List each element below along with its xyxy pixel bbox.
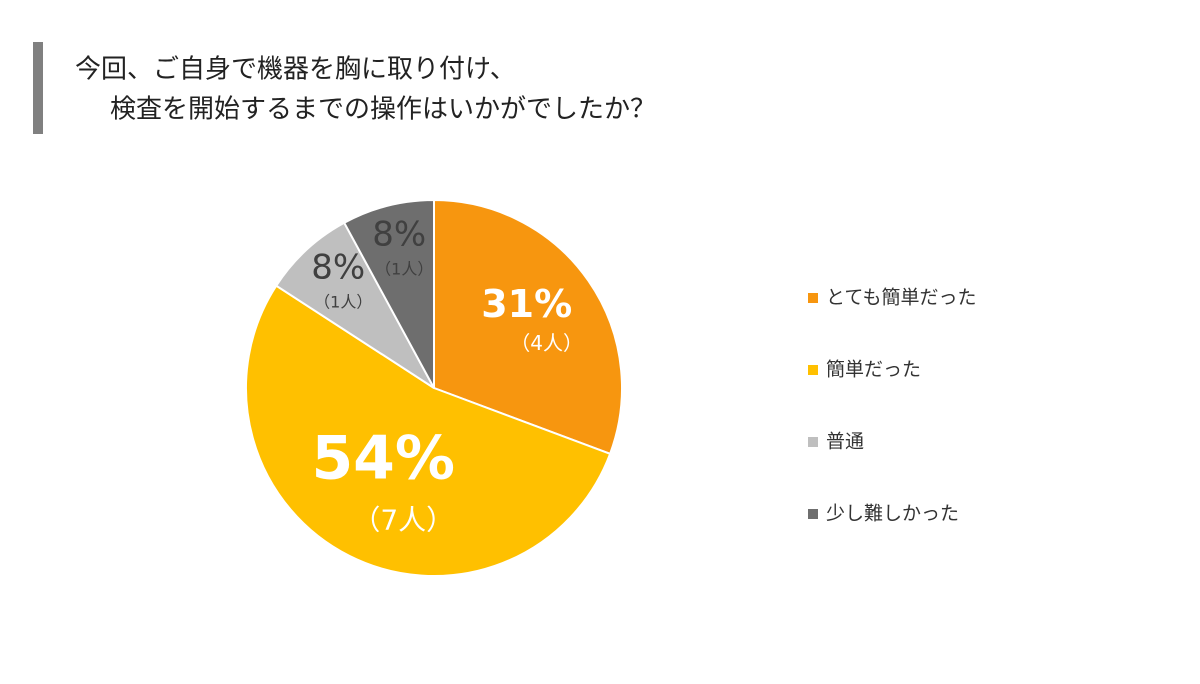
count-label: （4人） [510, 331, 583, 355]
legend-swatch [808, 293, 818, 303]
legend-swatch [808, 365, 818, 375]
legend-label: とても簡単だった [826, 287, 976, 309]
legend-label: 少し難しかった [826, 503, 959, 525]
count-label: （1人） [314, 293, 372, 312]
pie-slice [245, 284, 612, 577]
legend-label: 普通 [826, 431, 864, 453]
value-label: 31% [481, 282, 572, 326]
legend-swatch [808, 437, 818, 447]
pie-slice [274, 221, 435, 389]
title-line: 今回、ご自身で機器を胸に取り付け、 [75, 55, 516, 85]
value-label: 54% [311, 423, 455, 493]
legend-label: 簡単だった [826, 359, 921, 381]
pie-slice [433, 198, 623, 456]
pie-slice [342, 198, 435, 389]
count-label: （1人） [375, 260, 433, 279]
title-bar [33, 42, 43, 134]
value-label: 8% [372, 215, 426, 255]
value-label: 8% [311, 248, 365, 288]
count-label: （7人） [352, 504, 454, 537]
title-line: 検査を開始するまでの操作はいかがでしたか？ [110, 95, 656, 125]
legend-swatch [808, 509, 818, 519]
